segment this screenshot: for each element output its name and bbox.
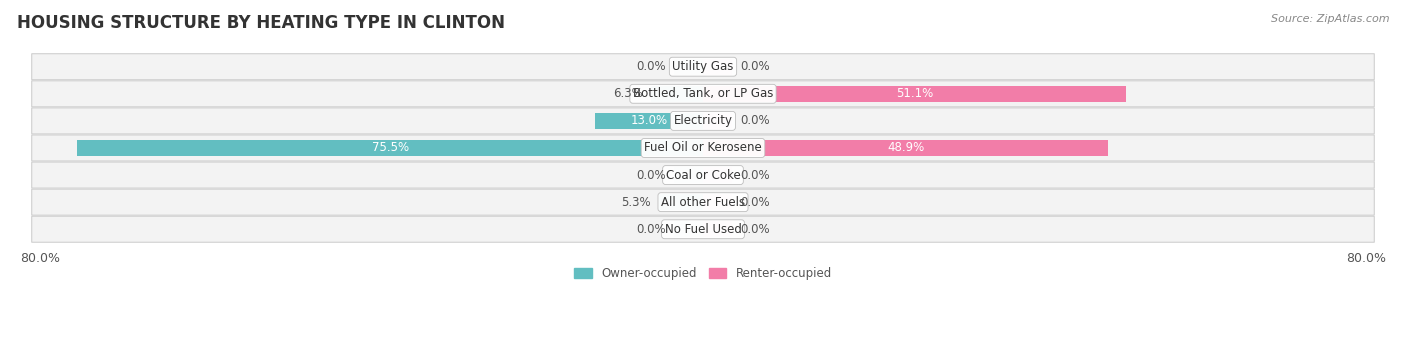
Bar	[673, 59, 703, 75]
Text: Bottled, Tank, or LP Gas: Bottled, Tank, or LP Gas	[633, 87, 773, 100]
Bar	[703, 167, 733, 183]
Text: Fuel Oil or Kerosene: Fuel Oil or Kerosene	[644, 142, 762, 154]
Text: 51.1%: 51.1%	[896, 87, 934, 100]
Text: 0.0%: 0.0%	[741, 60, 770, 73]
FancyBboxPatch shape	[32, 162, 1374, 188]
Bar	[703, 86, 1126, 102]
FancyBboxPatch shape	[32, 54, 1374, 80]
Text: 6.3%: 6.3%	[613, 87, 643, 100]
Bar	[703, 59, 733, 75]
Text: Utility Gas: Utility Gas	[672, 60, 734, 73]
Bar	[651, 86, 703, 102]
FancyBboxPatch shape	[32, 216, 1374, 242]
Text: Source: ZipAtlas.com: Source: ZipAtlas.com	[1271, 14, 1389, 24]
Bar	[77, 140, 703, 156]
Text: All other Fuels: All other Fuels	[661, 196, 745, 209]
FancyBboxPatch shape	[32, 135, 1374, 161]
Bar	[673, 167, 703, 183]
Bar	[659, 194, 703, 210]
Bar	[595, 113, 703, 129]
Text: 0.0%: 0.0%	[741, 114, 770, 128]
Text: HOUSING STRUCTURE BY HEATING TYPE IN CLINTON: HOUSING STRUCTURE BY HEATING TYPE IN CLI…	[17, 14, 505, 32]
Bar	[703, 140, 1108, 156]
Bar	[703, 113, 733, 129]
Text: 5.3%: 5.3%	[621, 196, 651, 209]
FancyBboxPatch shape	[32, 81, 1374, 107]
Text: 75.5%: 75.5%	[371, 142, 409, 154]
FancyBboxPatch shape	[32, 189, 1374, 215]
Text: 13.0%: 13.0%	[630, 114, 668, 128]
Text: Electricity: Electricity	[673, 114, 733, 128]
Text: 0.0%: 0.0%	[741, 168, 770, 181]
Bar	[703, 194, 733, 210]
Text: 0.0%: 0.0%	[636, 168, 665, 181]
Text: 0.0%: 0.0%	[741, 196, 770, 209]
Text: 0.0%: 0.0%	[636, 223, 665, 236]
Text: 0.0%: 0.0%	[636, 60, 665, 73]
Text: No Fuel Used: No Fuel Used	[665, 223, 741, 236]
Text: Coal or Coke: Coal or Coke	[665, 168, 741, 181]
FancyBboxPatch shape	[32, 108, 1374, 134]
Bar	[673, 221, 703, 237]
Text: 48.9%: 48.9%	[887, 142, 924, 154]
Text: 0.0%: 0.0%	[741, 223, 770, 236]
Bar	[703, 221, 733, 237]
Legend: Owner-occupied, Renter-occupied: Owner-occupied, Renter-occupied	[569, 262, 837, 284]
